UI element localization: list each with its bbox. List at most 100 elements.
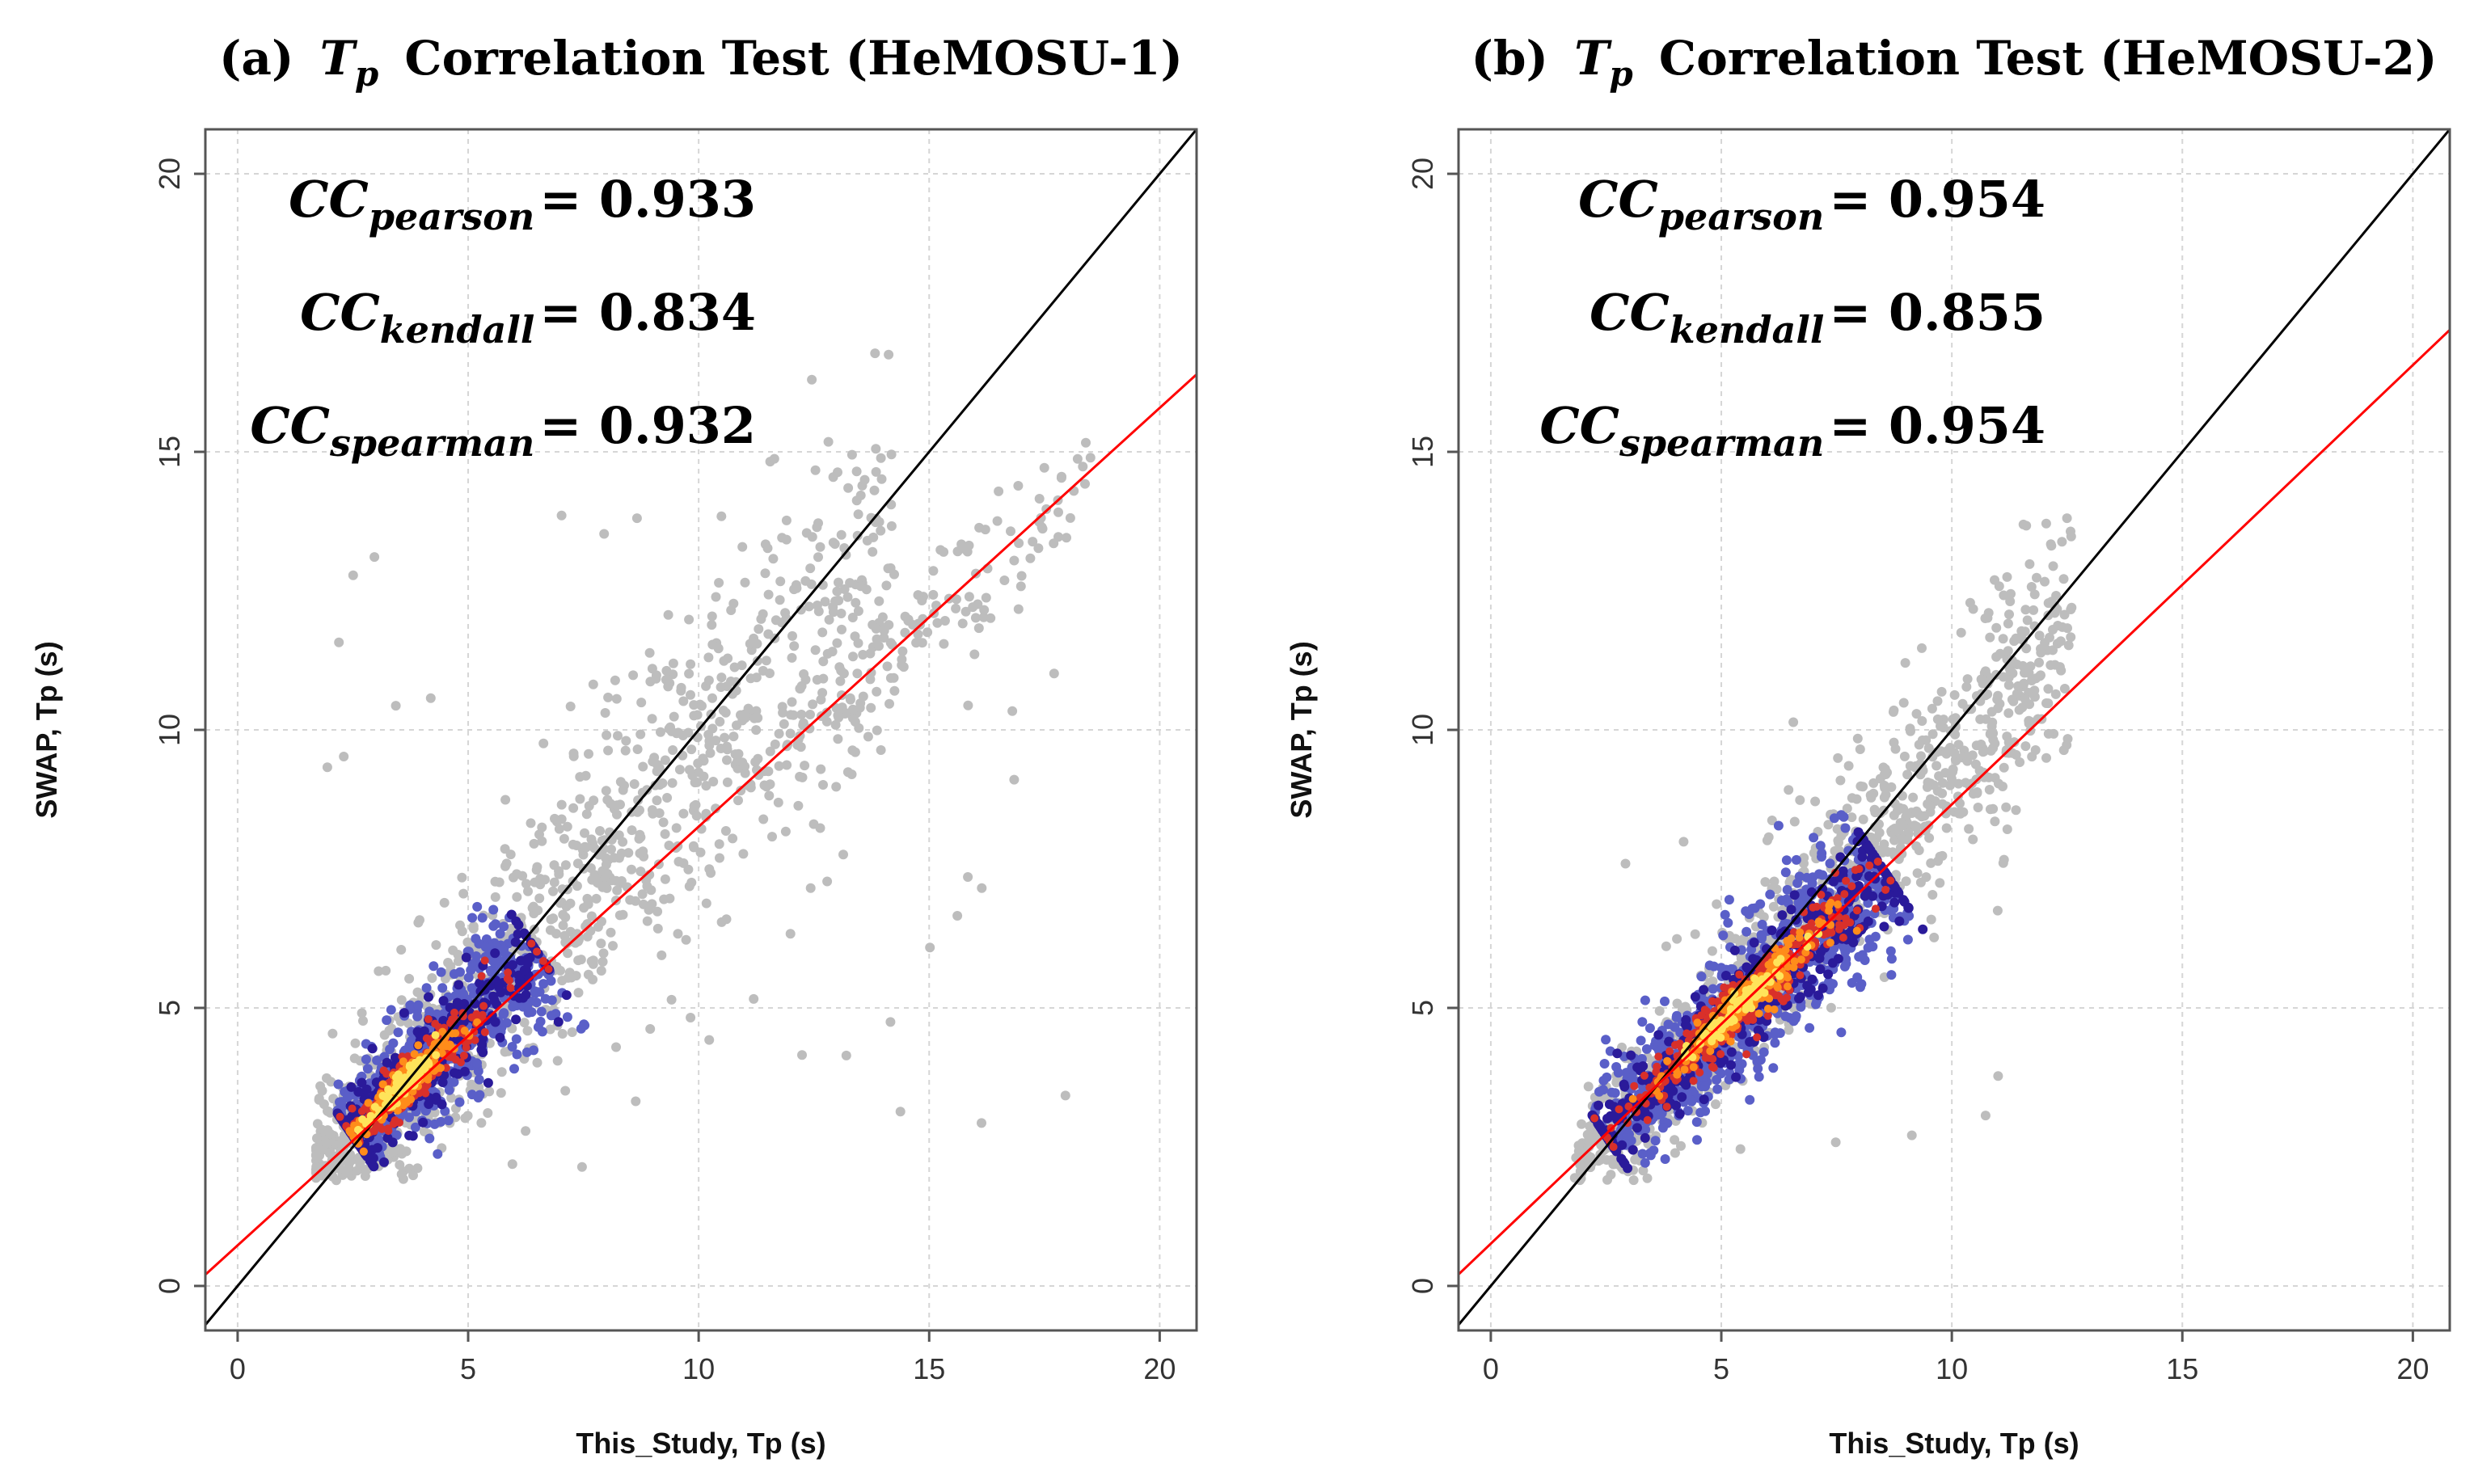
density-point (1708, 961, 1719, 972)
scatter-point (557, 1029, 568, 1039)
scatter-point (1009, 774, 1020, 785)
density-point (1825, 858, 1835, 869)
title-prefix: (a) (219, 31, 293, 86)
scatter-point (1949, 689, 1960, 700)
density-point (522, 1001, 533, 1010)
density-point (361, 1084, 372, 1094)
scatter-point (871, 623, 881, 634)
scatter-point (344, 1168, 353, 1178)
scatter-point (832, 586, 842, 597)
scatter-point (1707, 946, 1717, 956)
scatter-point (588, 679, 598, 689)
scatter-point (1007, 706, 1018, 716)
stat-method: pearson (369, 195, 535, 238)
scatter-point (841, 1050, 851, 1060)
scatter-point (779, 719, 789, 729)
scatter-point (1858, 814, 1868, 824)
scatter-point (2011, 749, 2021, 760)
scatter-point (2002, 571, 2012, 582)
density-point (1627, 1073, 1637, 1083)
density-point (1861, 909, 1872, 919)
density-point (1599, 1059, 1610, 1069)
scatter-point (1889, 737, 1899, 748)
density-point (1636, 1035, 1646, 1046)
density-point (1817, 852, 1826, 862)
scatter-point (531, 865, 542, 875)
grid (205, 129, 1197, 1330)
scatter-point (1085, 453, 1096, 463)
scatter-point (1036, 522, 1047, 533)
scatter-point (560, 1086, 571, 1096)
scatter-point (796, 710, 807, 719)
scatter-point (1025, 553, 1036, 563)
scatter-point (572, 858, 583, 869)
scatter-point (2040, 576, 2050, 587)
scatter-point (2024, 559, 2035, 569)
scatter-point (1577, 1119, 1587, 1129)
scatter-point (568, 748, 579, 759)
density-point (1731, 1072, 1742, 1082)
scatter-point (631, 513, 642, 524)
scatter-point (651, 673, 661, 684)
density-point (1854, 951, 1864, 962)
scatter-point (1843, 761, 1854, 771)
scatter-point (616, 876, 627, 886)
scatter-point (764, 790, 775, 801)
scatter-point (2066, 526, 2075, 537)
scatter-point (558, 920, 568, 930)
scatter-point (602, 868, 613, 879)
scatter-point (760, 568, 770, 579)
scatter-point (810, 465, 821, 475)
density-point (536, 1006, 547, 1017)
scatter-point (1016, 571, 1027, 581)
scatter-point (1937, 778, 1948, 788)
scatter-point (552, 1056, 563, 1066)
scatter-point (2041, 698, 2051, 708)
density-point (1671, 1012, 1682, 1022)
scatter-point (876, 474, 887, 484)
scatter-point (566, 972, 576, 983)
scatter-point (606, 844, 616, 854)
scatter-point (767, 832, 777, 842)
scatter-point (884, 698, 894, 709)
scatter-point (656, 950, 667, 960)
scatter-point (2041, 753, 2051, 763)
scatter-point (810, 645, 821, 656)
density-point (1724, 895, 1734, 905)
scatter-point (781, 515, 792, 525)
scatter-point (2036, 670, 2045, 681)
scatter-point (556, 799, 567, 810)
scatter-point (586, 834, 597, 845)
scatter-point (736, 786, 746, 796)
scatter-point (660, 755, 670, 765)
density-point (1637, 1149, 1648, 1159)
density-point (386, 1005, 396, 1015)
scatter-point (839, 584, 850, 594)
fit-lines (205, 129, 1197, 1326)
scatter-point (874, 641, 884, 651)
scatter-point (580, 828, 589, 838)
density-point (1753, 1064, 1763, 1074)
scatter-point (348, 570, 358, 580)
scatter-point (559, 833, 569, 844)
scatter-point (928, 566, 939, 576)
scatter-point (1028, 537, 1038, 547)
scatter-point (1992, 905, 2003, 916)
density-point (1757, 919, 1767, 930)
density-point (538, 979, 549, 989)
scatter-point (981, 592, 991, 603)
scatter-point (1968, 604, 1978, 614)
scatter-point (868, 546, 878, 557)
scatter-point (1968, 834, 1978, 845)
scatter-point (1984, 785, 1995, 795)
scatter-point (1917, 716, 1927, 726)
density-point (432, 1051, 441, 1060)
scatter-point (900, 611, 910, 622)
density-point (1754, 1072, 1764, 1082)
panel-title: (a) Tp Correlation Test (HeMOSU-1) (219, 31, 1183, 97)
scatter-point (1784, 785, 1794, 795)
scatter-point (618, 785, 628, 795)
scatter-point (1015, 581, 1026, 592)
scatter-point (637, 889, 648, 900)
scatter-point (317, 1086, 327, 1096)
